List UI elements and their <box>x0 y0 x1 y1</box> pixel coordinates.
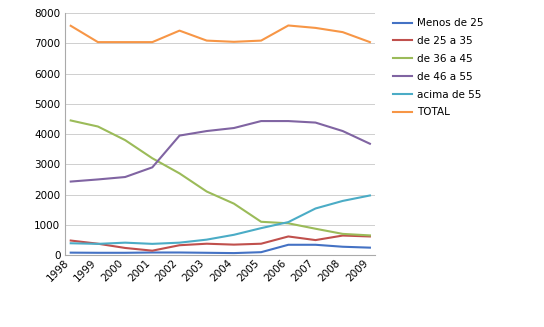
Menos de 25 <box>312 243 319 247</box>
Menos de 25 <box>285 243 292 247</box>
TOTAL <box>149 40 156 44</box>
acima de 55 <box>122 241 128 245</box>
de 25 a 35 <box>67 239 74 243</box>
de 36 a 45 <box>122 138 128 142</box>
TOTAL <box>312 26 319 30</box>
TOTAL <box>95 40 101 44</box>
Menos de 25 <box>95 251 101 255</box>
de 36 a 45 <box>95 125 101 129</box>
de 36 a 45 <box>285 221 292 225</box>
de 36 a 45 <box>149 156 156 160</box>
TOTAL <box>231 40 237 44</box>
TOTAL <box>367 40 373 44</box>
Menos de 25 <box>176 250 183 254</box>
de 25 a 35 <box>203 242 210 246</box>
Menos de 25 <box>231 251 237 255</box>
de 36 a 45 <box>339 232 346 236</box>
Line: de 46 a 55: de 46 a 55 <box>71 121 370 181</box>
de 36 a 45 <box>258 220 264 224</box>
Menos de 25 <box>367 246 373 250</box>
Line: TOTAL: TOTAL <box>71 26 370 42</box>
Menos de 25 <box>122 251 128 255</box>
de 46 a 55 <box>176 134 183 138</box>
Legend: Menos de 25, de 25 a 35, de 36 a 45, de 46 a 55, acima de 55, TOTAL: Menos de 25, de 25 a 35, de 36 a 45, de … <box>393 18 484 117</box>
acima de 55 <box>67 241 74 245</box>
de 46 a 55 <box>285 119 292 123</box>
de 46 a 55 <box>203 129 210 133</box>
de 36 a 45 <box>312 227 319 231</box>
Menos de 25 <box>339 245 346 249</box>
acima de 55 <box>231 233 237 237</box>
de 46 a 55 <box>231 126 237 130</box>
de 25 a 35 <box>95 242 101 246</box>
TOTAL <box>203 39 210 43</box>
TOTAL <box>339 30 346 34</box>
de 46 a 55 <box>122 175 128 179</box>
de 46 a 55 <box>67 180 74 183</box>
acima de 55 <box>203 238 210 242</box>
acima de 55 <box>176 241 183 245</box>
Line: Menos de 25: Menos de 25 <box>71 245 370 253</box>
de 25 a 35 <box>122 246 128 250</box>
de 25 a 35 <box>176 243 183 247</box>
Menos de 25 <box>258 250 264 254</box>
de 25 a 35 <box>367 234 373 238</box>
de 25 a 35 <box>285 234 292 238</box>
Line: de 25 a 35: de 25 a 35 <box>71 235 370 251</box>
de 46 a 55 <box>258 119 264 123</box>
de 36 a 45 <box>67 118 74 122</box>
de 46 a 55 <box>95 178 101 181</box>
acima de 55 <box>285 220 292 224</box>
de 25 a 35 <box>258 242 264 246</box>
Line: de 36 a 45: de 36 a 45 <box>71 120 370 235</box>
acima de 55 <box>339 199 346 203</box>
de 25 a 35 <box>312 238 319 242</box>
de 25 a 35 <box>231 243 237 247</box>
de 36 a 45 <box>203 190 210 194</box>
TOTAL <box>67 24 74 28</box>
Line: acima de 55: acima de 55 <box>71 196 370 244</box>
de 25 a 35 <box>149 249 156 253</box>
Menos de 25 <box>67 251 74 255</box>
de 36 a 45 <box>176 171 183 175</box>
acima de 55 <box>367 194 373 198</box>
TOTAL <box>122 40 128 44</box>
de 46 a 55 <box>312 121 319 125</box>
Menos de 25 <box>203 251 210 255</box>
de 36 a 45 <box>367 233 373 237</box>
acima de 55 <box>312 207 319 211</box>
TOTAL <box>285 24 292 27</box>
Menos de 25 <box>149 250 156 254</box>
de 36 a 45 <box>231 202 237 206</box>
acima de 55 <box>95 242 101 246</box>
de 46 a 55 <box>339 129 346 133</box>
acima de 55 <box>149 242 156 246</box>
TOTAL <box>176 29 183 33</box>
de 46 a 55 <box>149 165 156 169</box>
TOTAL <box>258 39 264 43</box>
de 25 a 35 <box>339 233 346 237</box>
de 46 a 55 <box>367 142 373 146</box>
acima de 55 <box>258 226 264 230</box>
